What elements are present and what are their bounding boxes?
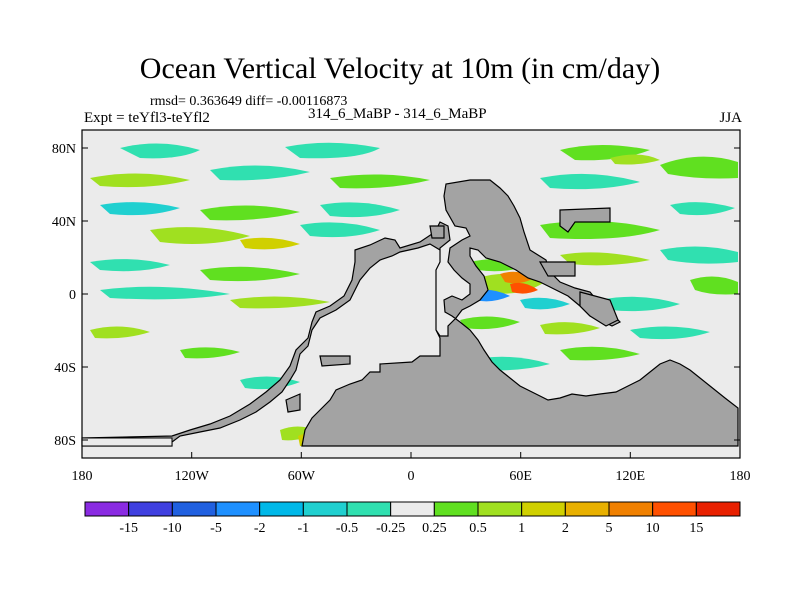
island-east-2 [579, 291, 619, 327]
lon-tick-label: 120W [175, 469, 210, 484]
colorbar-swatch [564, 501, 610, 517]
island-south-2 [285, 393, 301, 413]
lat-tick-label: 40S [54, 361, 76, 376]
colorbar-swatch [477, 501, 523, 517]
lon-tick-label: 0 [408, 469, 415, 484]
colorbar-label: 0.25 [422, 521, 447, 536]
colorbar-swatch [84, 501, 130, 517]
antarctic-strip [81, 437, 173, 447]
lat-tick-label: 80S [54, 434, 76, 449]
continent-east [559, 207, 611, 233]
lon-tick-label: 180 [730, 469, 751, 484]
lon-tick-label: 60W [288, 469, 316, 484]
colorbar-swatch [433, 501, 479, 517]
colorbar-label: 10 [646, 521, 660, 536]
lat-axis [82, 147, 740, 441]
island-south-1 [319, 355, 351, 367]
colorbar-label: 1 [518, 521, 525, 536]
colorbar-swatch [302, 501, 348, 517]
lon-tick-label: 60E [509, 469, 532, 484]
colorbar-swatch [695, 501, 741, 517]
map-title: Ocean Vertical Velocity at 10m (in cm/da… [139, 52, 661, 85]
lat-tick-label: 40N [52, 215, 76, 230]
colorbar-label: 5 [606, 521, 613, 536]
colorbar-label: -0.5 [336, 521, 358, 536]
colorbar-swatch [171, 501, 217, 517]
island-east-1 [538, 261, 576, 277]
colorbar-swatch [521, 501, 566, 517]
lat-tick-label: 0 [69, 288, 76, 303]
cases-label: 314_6_MaBP - 314_6_MaBP [308, 106, 487, 122]
colorbar-label: -10 [163, 521, 182, 536]
velocity-field [90, 142, 738, 447]
stats-line: rmsd= 0.363649 diff= -0.00116873 [150, 94, 348, 109]
colorbar-swatch [390, 501, 435, 517]
lon-tick-label: 180 [72, 469, 93, 484]
colorbar-swatch [215, 501, 261, 517]
colorbar: -15 -10 -5 -2 -1 -0.5 -0.25 0.25 0.5 1 2 5 10 15 [84, 501, 741, 536]
colorbar-label: 15 [689, 521, 703, 536]
island-west-1 [429, 225, 445, 239]
experiment-label: Expt = teYfl3-teYfl2 [84, 110, 210, 126]
colorbar-swatch [652, 501, 697, 517]
colorbar-swatch [346, 501, 392, 517]
lon-tick-label: 120E [616, 469, 646, 484]
colorbar-label: -15 [119, 521, 138, 536]
colorbar-swatch [608, 501, 654, 517]
lat-tick-label: 80N [52, 142, 76, 157]
colorbar-label: 0.5 [469, 521, 487, 536]
colorbar-label: -1 [297, 521, 309, 536]
season-label: JJA [719, 110, 742, 126]
land-masses [81, 179, 739, 447]
colorbar-label: -0.25 [376, 521, 405, 536]
colorbar-label: -5 [210, 521, 222, 536]
colorbar-label: -2 [254, 521, 266, 536]
lon-axis [81, 452, 741, 458]
plot-area [81, 129, 741, 459]
colorbar-label: 2 [562, 521, 569, 536]
colorbar-swatch [259, 501, 304, 517]
colorbar-swatch [128, 501, 173, 517]
